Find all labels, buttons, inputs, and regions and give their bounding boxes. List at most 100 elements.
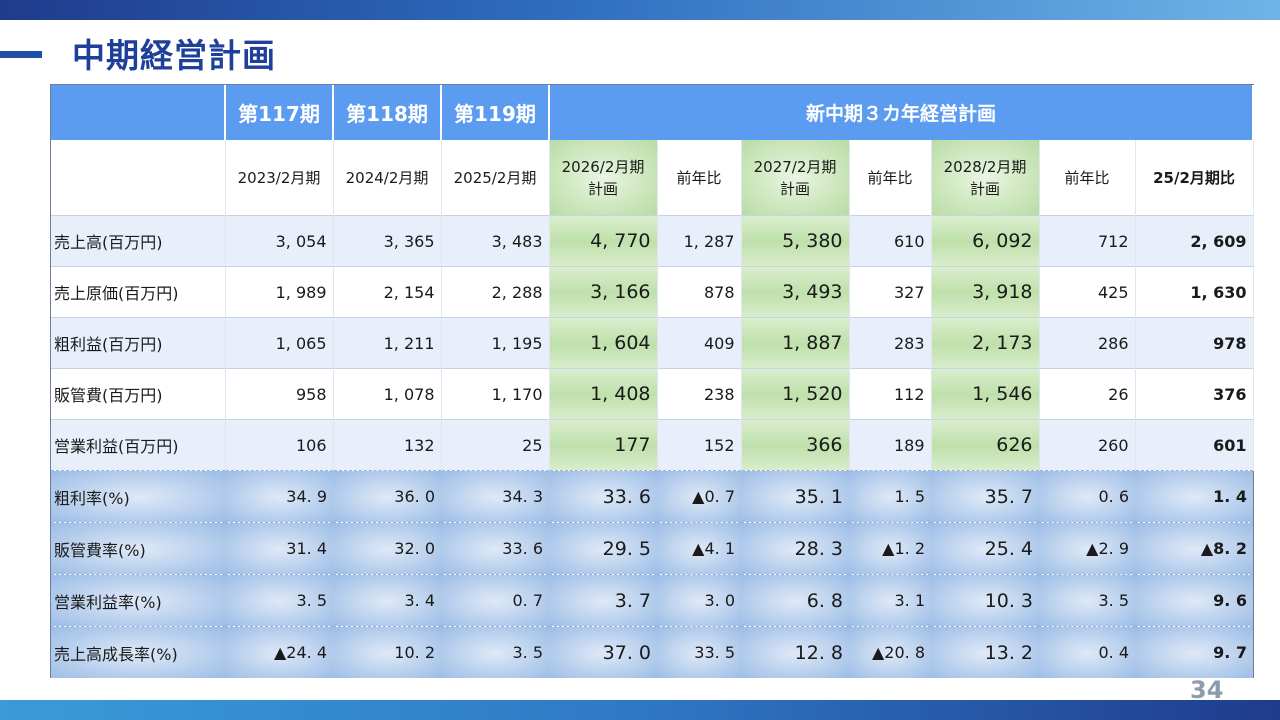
table-cell: 3, 166	[549, 266, 658, 318]
table-cell: 0. 6	[1039, 470, 1135, 523]
table-cell: 13. 2	[931, 626, 1039, 678]
table-cell: 2, 173	[931, 317, 1040, 369]
table-cell: 37. 0	[549, 626, 657, 678]
table-cell: 3, 493	[741, 266, 850, 318]
header-period-117: 第117期	[225, 85, 334, 140]
row-label: 販管費率(%)	[51, 522, 225, 575]
table-cell: 10. 2	[333, 626, 441, 678]
table-cell: 33. 6	[441, 522, 549, 575]
table-cell: 3, 483	[441, 215, 550, 267]
table-cell: 2, 609	[1135, 215, 1254, 267]
table-cell: 4, 770	[549, 215, 658, 267]
table-cell: 25. 4	[931, 522, 1039, 575]
table-row: 営業利益(百万円) 106 132 25 177 152 366 189 626 260 601	[51, 419, 1254, 471]
table-cell: 878	[657, 266, 742, 318]
column-header: 前年比	[1039, 140, 1136, 216]
table-cell: 425	[1039, 266, 1136, 318]
column-header: 2025/2月期	[441, 140, 550, 216]
table-cell: 112	[849, 368, 932, 420]
table-cell: 3. 1	[849, 574, 931, 627]
table-cell: 610	[849, 215, 932, 267]
page-title: 中期経営計画	[72, 36, 276, 75]
row-label: 粗利益(百万円)	[51, 317, 226, 369]
table-cell: 260	[1039, 419, 1136, 471]
column-header: 25/2月期比	[1135, 140, 1254, 216]
table-cell: 1, 078	[333, 368, 442, 420]
table-cell: 3. 5	[441, 626, 549, 678]
table-cell: 0. 7	[441, 574, 549, 627]
table-cell: 12. 8	[741, 626, 849, 678]
table-cell: 3, 054	[225, 215, 334, 267]
table-cell: 712	[1039, 215, 1136, 267]
table-cell: 32. 0	[333, 522, 441, 575]
table-cell: ▲8. 2	[1135, 522, 1254, 575]
column-header: 前年比	[657, 140, 742, 216]
table-cell: 1, 887	[741, 317, 850, 369]
table-cell: 1, 170	[441, 368, 550, 420]
table-cell: 978	[1135, 317, 1254, 369]
column-header: 2028/2月期 計画	[931, 140, 1040, 216]
table-cell: 3, 918	[931, 266, 1040, 318]
column-header: 2023/2月期	[225, 140, 334, 216]
table-cell: 9. 7	[1135, 626, 1254, 678]
header-blank-cell	[51, 85, 226, 140]
row-label: 粗利率(%)	[51, 470, 225, 523]
table-cell: 152	[657, 419, 742, 471]
table-cell: 10. 3	[931, 574, 1039, 627]
table-cell: 132	[333, 419, 442, 471]
table-cell: 6, 092	[931, 215, 1040, 267]
table-cell: 3. 5	[225, 574, 333, 627]
table-cell: 3, 365	[333, 215, 442, 267]
table-row: 粗利益(百万円) 1, 065 1, 211 1, 195 1, 604 409 1, 88…	[51, 317, 1254, 369]
table-cell: 1, 604	[549, 317, 658, 369]
table-cell: 3. 4	[333, 574, 441, 627]
row-label: 売上高(百万円)	[51, 215, 226, 267]
table-cell: 26	[1039, 368, 1136, 420]
table-cell: 283	[849, 317, 932, 369]
table-cell: 1, 630	[1135, 266, 1254, 318]
table-cell: 31. 4	[225, 522, 333, 575]
bottom-decorative-bar	[0, 700, 1280, 720]
table-cell: 35. 1	[741, 470, 849, 523]
table-cell: 1, 408	[549, 368, 658, 420]
row-label: 営業利益率(%)	[51, 574, 225, 627]
table-cell: 29. 5	[549, 522, 657, 575]
table-cell: 1, 065	[225, 317, 334, 369]
table-row: 販管費率(%) 31. 4 32. 0 33. 6 29. 5 ▲4. 1 28. 3 ▲1.…	[51, 522, 1254, 575]
column-header: 前年比	[849, 140, 932, 216]
table-row: 売上高成長率(%) ▲24. 4 10. 2 3. 5 37. 0 33. 5 12. 8 ▲…	[51, 626, 1254, 678]
table-cell: ▲4. 1	[657, 522, 741, 575]
header-period-119: 第119期	[441, 85, 550, 140]
table-cell: 35. 7	[931, 470, 1039, 523]
table-row: 販管費(百万円) 958 1, 078 1, 170 1, 408 238 1, 520 11…	[51, 368, 1254, 420]
table-cell: 33. 6	[549, 470, 657, 523]
table-cell: 2, 154	[333, 266, 442, 318]
table-cell: 376	[1135, 368, 1254, 420]
table-cell: 1, 287	[657, 215, 742, 267]
table-cell: 366	[741, 419, 850, 471]
row-label: 売上高成長率(%)	[51, 626, 225, 678]
table-cell: 1, 546	[931, 368, 1040, 420]
table-cell: 1, 195	[441, 317, 550, 369]
table-cell: 0. 4	[1039, 626, 1135, 678]
row-label: 販管費(百万円)	[51, 368, 226, 420]
table-cell: 2, 288	[441, 266, 550, 318]
table-cell: 1. 4	[1135, 470, 1254, 523]
column-header	[51, 140, 226, 216]
table-cell: 327	[849, 266, 932, 318]
table-cell: ▲1. 2	[849, 522, 931, 575]
table-cell: ▲2. 9	[1039, 522, 1135, 575]
column-header: 2026/2月期 計画	[549, 140, 658, 216]
table-cell: 601	[1135, 419, 1254, 471]
header-plan-group: 新中期３カ年経営計画	[549, 85, 1255, 140]
top-decorative-bar	[0, 0, 1280, 20]
table-cell: 409	[657, 317, 742, 369]
table-cell: 238	[657, 368, 742, 420]
table-cell: ▲20. 8	[849, 626, 931, 678]
table-cell: 34. 3	[441, 470, 549, 523]
table-cell: 33. 5	[657, 626, 741, 678]
column-header-row: 2023/2月期 2024/2月期 2025/2月期 2026/2月期 計画 前年比 20…	[51, 140, 1254, 216]
table-row: 粗利率(%) 34. 9 36. 0 34. 3 33. 6 ▲0. 7 35. 1 1. 5…	[51, 470, 1254, 523]
table-row: 売上高(百万円) 3, 054 3, 365 3, 483 4, 770 1, 287 5,…	[51, 215, 1254, 267]
table-cell: 28. 3	[741, 522, 849, 575]
